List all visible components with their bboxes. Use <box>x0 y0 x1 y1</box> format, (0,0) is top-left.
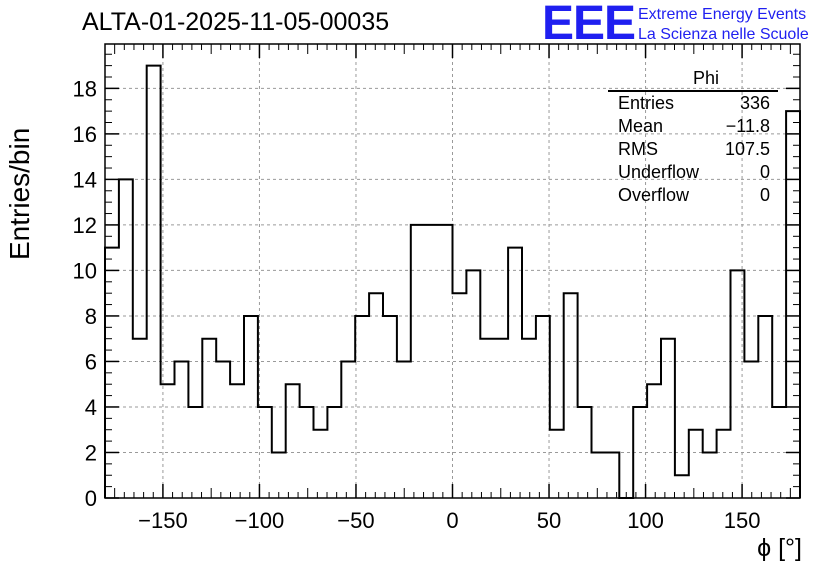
x-tick-label: 150 <box>724 508 761 533</box>
histogram-bin <box>439 225 453 498</box>
stats-underflow-label: Underflow <box>618 162 700 182</box>
y-tick-label: 14 <box>73 167 97 192</box>
histogram-bin <box>564 293 578 498</box>
y-tick-label: 10 <box>73 258 97 283</box>
histogram-bin <box>494 339 508 498</box>
histogram-outline <box>104 64 801 499</box>
histogram-bin <box>397 361 411 498</box>
stats-entries-value: 336 <box>739 93 770 113</box>
histogram-bin <box>453 293 467 498</box>
x-tick-label: 0 <box>446 508 458 533</box>
y-tick-label: 0 <box>85 486 97 511</box>
histogram-bin <box>744 361 758 498</box>
histogram-bin <box>369 293 383 498</box>
histogram-bin <box>592 452 606 498</box>
stats-overflow-label: Overflow <box>618 185 690 205</box>
histogram-bin <box>647 384 661 498</box>
y-tick-label: 2 <box>85 440 97 465</box>
histogram-bin <box>230 384 244 498</box>
histogram-bin <box>605 452 619 498</box>
stats-rms: RMS 107.5 <box>608 138 778 161</box>
histogram-bin <box>689 430 703 498</box>
x-tick-label: −50 <box>337 508 374 533</box>
stats-entries-label: Entries <box>618 93 675 113</box>
x-tick-label: 100 <box>627 508 664 533</box>
histogram-bin <box>133 339 147 498</box>
stats-overflow-value: 0 <box>759 185 770 205</box>
histogram-bin <box>466 270 480 498</box>
histogram-bin <box>147 66 161 498</box>
chart-title: ALTA-01-2025-11-05-00035 <box>82 8 390 36</box>
histogram-bin <box>508 248 522 498</box>
logo-line-1: Extreme Energy Events <box>638 6 807 23</box>
histogram-bin <box>550 430 564 498</box>
stats-underflow-value: 0 <box>759 162 770 182</box>
histogram-bin <box>661 339 675 498</box>
histogram-bin <box>480 339 494 498</box>
histogram-bin <box>202 339 216 498</box>
y-tick-label: 4 <box>85 395 97 420</box>
histogram-bin <box>675 475 689 498</box>
histogram-bin <box>314 430 328 498</box>
stats-entries: Entries 336 <box>608 92 778 115</box>
histogram-bin <box>286 384 300 498</box>
stats-mean: Mean −11.8 <box>608 115 778 138</box>
axes: −150 −100 −50 0 50 100 150 0 2 4 6 8 10 12 14 16 18 <box>73 44 800 533</box>
stats-underflow: Underflow 0 <box>608 161 778 184</box>
x-tick-label: 50 <box>537 508 561 533</box>
histogram-bin <box>703 452 717 498</box>
stats-rms-value: 107.5 <box>724 139 770 159</box>
stats-box-title: Phi <box>608 66 778 92</box>
histogram <box>104 64 801 499</box>
stats-mean-value: −11.8 <box>725 116 770 136</box>
histogram-bin <box>522 339 536 498</box>
histogram-bin <box>341 361 355 498</box>
eee-logo: EEE <box>542 0 636 50</box>
histogram-bin <box>119 179 133 498</box>
stats-mean-label: Mean <box>618 116 664 136</box>
y-tick-label: 8 <box>85 304 97 329</box>
y-tick-label: 12 <box>73 213 97 238</box>
logo-line-2: La Scienza nelle Scuole <box>638 26 809 43</box>
x-axis-label: ϕ [°] <box>757 534 802 562</box>
stats-rms-label: RMS <box>618 139 658 159</box>
histogram-bin <box>272 452 286 498</box>
y-tick-label: 16 <box>73 122 97 147</box>
y-tick-label: 6 <box>85 349 97 374</box>
y-tick-label: 18 <box>73 76 97 101</box>
x-tick-label: −150 <box>138 508 188 533</box>
histogram-bin <box>175 361 189 498</box>
histogram-bin <box>216 361 230 498</box>
x-tick-label: −100 <box>235 508 285 533</box>
stats-box: Phi Entries 336 Mean −11.8 RMS 107.5 Und… <box>608 66 778 207</box>
stats-overflow: Overflow 0 <box>608 184 778 207</box>
histogram-bin <box>717 430 731 498</box>
